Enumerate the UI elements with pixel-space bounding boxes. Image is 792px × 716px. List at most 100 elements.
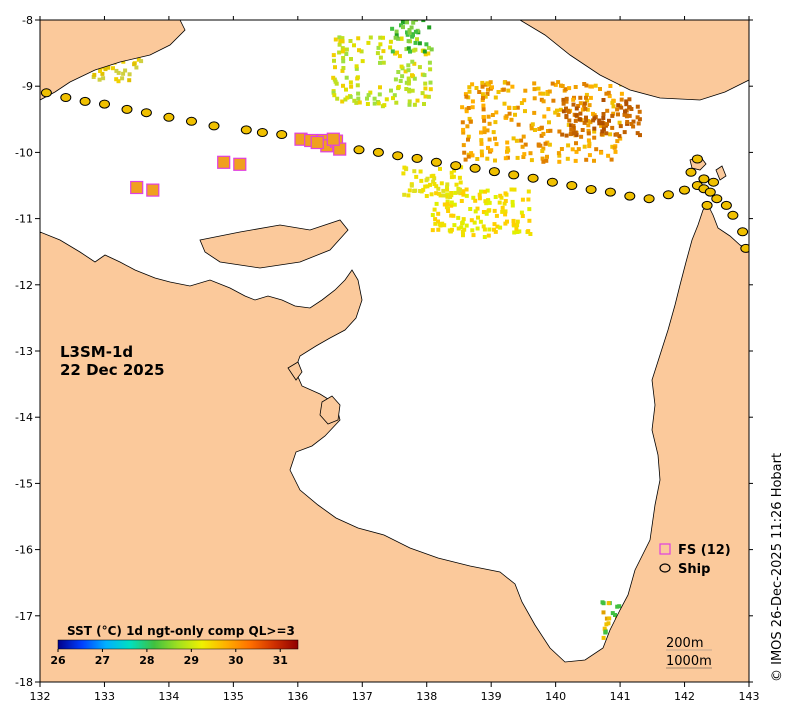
sst-pixel xyxy=(515,223,520,228)
sst-pixel xyxy=(348,39,353,43)
sst-pixel xyxy=(382,103,387,108)
sst-pixel xyxy=(449,200,454,205)
sst-pixel xyxy=(523,109,527,114)
sst-pixel xyxy=(9,54,13,58)
sst-pixel xyxy=(545,154,549,159)
sst-pixel xyxy=(365,96,369,101)
sst-pixel xyxy=(563,87,568,92)
sst-pixel xyxy=(449,191,454,195)
sst-pixel xyxy=(485,92,490,96)
sst-pixel xyxy=(340,68,345,73)
sst-pixel xyxy=(542,114,547,119)
y-tick-label: -15 xyxy=(15,477,33,490)
sst-pixel xyxy=(407,89,412,94)
sst-pixel xyxy=(408,49,412,54)
sst-pixel xyxy=(398,79,403,83)
y-tick-label: -13 xyxy=(15,345,33,358)
sst-pixel xyxy=(481,210,486,214)
sst-pixel xyxy=(501,87,506,92)
sst-pixel xyxy=(414,174,419,179)
sst-pixel xyxy=(348,94,353,99)
sst-pixel xyxy=(530,122,535,127)
sst-pixel xyxy=(571,125,576,130)
sst-pixel xyxy=(331,90,336,95)
sst-pixel xyxy=(522,98,527,103)
colorbar-title: SST (°C) 1d ngt-only comp QL>=3 xyxy=(67,624,295,638)
sst-pixel xyxy=(481,107,486,112)
sst-pixel xyxy=(584,83,589,88)
sst-pixel xyxy=(406,46,411,51)
sst-pixel xyxy=(108,15,112,19)
sst-pixel xyxy=(53,14,57,18)
sst-pixel xyxy=(520,214,525,218)
sst-pixel xyxy=(459,165,464,170)
sst-pixel xyxy=(377,92,382,97)
sst-pixel xyxy=(617,134,622,139)
sst-pixel xyxy=(381,49,386,54)
sst-pixel xyxy=(375,51,380,56)
sst-pixel xyxy=(601,635,606,640)
sst-pixel xyxy=(594,147,599,152)
sst-pixel xyxy=(127,72,132,77)
sst-pixel xyxy=(451,213,456,218)
sst-pixel xyxy=(414,20,418,22)
sst-pixel xyxy=(406,193,411,198)
sst-pixel xyxy=(573,130,578,135)
sst-pixel xyxy=(635,115,640,120)
sst-pixel xyxy=(493,120,498,125)
sst-pixel xyxy=(423,86,428,91)
sst-pixel xyxy=(588,95,593,100)
sst-pixel xyxy=(16,11,20,15)
sst-pixel xyxy=(27,38,31,42)
sst-pixel xyxy=(604,131,609,136)
sst-pixel xyxy=(490,85,494,90)
colorbar-tick-label: 30 xyxy=(228,654,244,667)
sst-pixel xyxy=(407,188,412,193)
sst-pixel xyxy=(402,192,407,197)
sst-pixel xyxy=(452,223,457,228)
sst-pixel xyxy=(28,47,32,51)
sst-pixel xyxy=(487,121,492,126)
sst-pixel xyxy=(394,29,399,34)
sst-pixel xyxy=(75,14,79,18)
sst-pixel xyxy=(3,26,7,30)
sst-pixel xyxy=(571,102,576,107)
sst-pixel xyxy=(459,225,464,230)
sst-pixel xyxy=(341,59,346,64)
sst-pixel xyxy=(480,153,484,158)
sst-pixel xyxy=(480,84,485,89)
sst-pixel xyxy=(559,83,563,88)
sst-pixel xyxy=(399,36,404,41)
sst-pixel xyxy=(527,218,532,223)
sst-pixel xyxy=(355,83,360,88)
sst-pixel xyxy=(605,122,609,127)
sst-pixel xyxy=(477,90,482,94)
sst-pixel xyxy=(586,119,591,123)
sst-pixel xyxy=(6,29,10,33)
sst-pixel xyxy=(40,11,44,15)
sst-pixel xyxy=(617,120,622,125)
sst-pixel xyxy=(479,149,484,154)
sst-pixel xyxy=(396,84,401,89)
sst-pixel xyxy=(449,213,454,218)
sst-pixel xyxy=(498,225,503,230)
sst-pixel xyxy=(507,106,512,110)
sst-pixel xyxy=(481,103,486,108)
sst-pixel xyxy=(487,137,492,142)
sst-pixel xyxy=(606,90,611,95)
sst-pixel xyxy=(412,76,417,81)
sst-pixel xyxy=(461,143,466,148)
sst-pixel xyxy=(428,80,433,85)
colorbar-tick-label: 31 xyxy=(273,654,288,667)
sst-pixel xyxy=(404,87,409,91)
sst-pixel xyxy=(503,191,508,196)
sst-pixel xyxy=(545,91,550,96)
x-tick-label: 139 xyxy=(481,690,502,703)
sst-pixel xyxy=(43,14,47,18)
land-png xyxy=(398,20,749,101)
sst-pixel xyxy=(121,59,126,64)
sst-pixel xyxy=(578,117,582,122)
sst-pixel xyxy=(333,79,338,84)
sst-pixel xyxy=(533,128,537,132)
sst-pixel xyxy=(557,159,562,164)
